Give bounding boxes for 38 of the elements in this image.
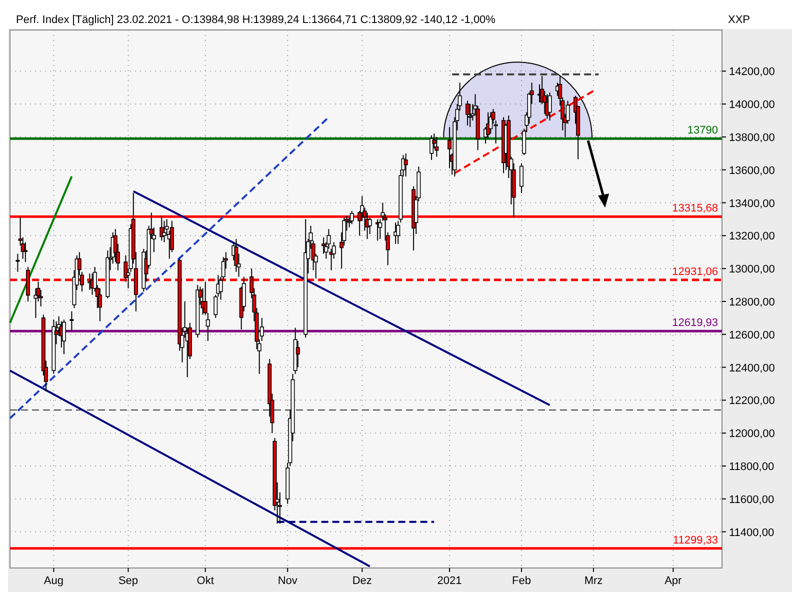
y-tick-label: 12000,00 <box>729 428 775 440</box>
y-tick-label: 12800,00 <box>729 296 775 308</box>
x-tick-label: Aug <box>44 575 64 587</box>
y-tick-label: 14200,00 <box>729 66 775 78</box>
x-tick-label: Mrz <box>584 575 603 587</box>
ref-line-label: 13790 <box>687 124 718 137</box>
candlestick <box>16 253 20 272</box>
x-tick-label: Okt <box>196 575 214 587</box>
candlestick <box>296 340 300 368</box>
ref-line-label: 13315,68 <box>672 202 718 215</box>
y-tick-label: 12600,00 <box>729 329 775 342</box>
y-tick-label: 11800,00 <box>729 460 774 473</box>
x-tick-label: Nov <box>278 575 298 587</box>
ref-line-label: 11299,33 <box>672 534 718 546</box>
y-tick-label: 11400,00 <box>729 526 774 539</box>
x-tick-label: 2021 <box>437 575 462 587</box>
chart-title: Perf. Index [Täglich] 23.02.2021 - O:13984,98 H:13989,24 L:13664,71 C:13809,92 -140,12 -1,00% <box>16 14 496 26</box>
candlestick <box>98 288 102 322</box>
y-tick-label: 12200,00 <box>729 395 775 408</box>
candlestick <box>520 162 524 194</box>
y-tick-label: 12400,00 <box>729 362 775 374</box>
ref-line-label: 12931,06 <box>672 266 718 278</box>
y-tick-label: 11600,00 <box>729 494 774 506</box>
candlestick <box>162 220 166 243</box>
x-tick-label: Feb <box>512 575 531 587</box>
y-tick-label: 13000,00 <box>729 264 775 276</box>
ref-line-label: 12619,93 <box>672 317 718 330</box>
x-tick-label: Apr <box>664 575 682 587</box>
x-tick-label: Sep <box>118 575 138 587</box>
y-tick-label: 13800,00 <box>729 132 775 144</box>
text: XXP <box>728 14 750 26</box>
y-tick-label: 13400,00 <box>729 198 775 210</box>
candlestick <box>70 310 74 332</box>
candlestick <box>23 242 28 262</box>
y-tick-label: 14000,00 <box>729 99 775 112</box>
y-tick-label: 13200,00 <box>729 230 775 243</box>
x-tick-label: Dez <box>352 575 372 587</box>
y-tick-label: 13600,00 <box>729 164 775 177</box>
